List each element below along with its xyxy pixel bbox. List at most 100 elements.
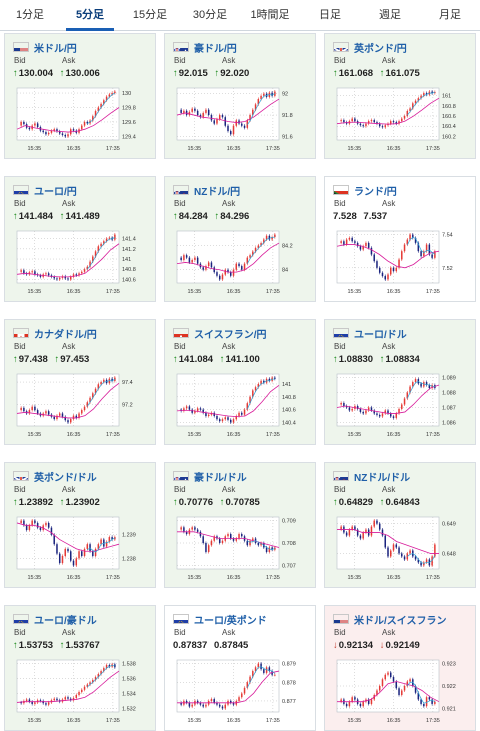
pair-name[interactable]: 英ポンド/円 — [354, 43, 407, 55]
candle — [241, 693, 243, 698]
candle — [89, 261, 91, 267]
candle — [100, 539, 102, 545]
card-header: 米ドル/円 — [13, 40, 77, 55]
rate-card[interactable]: スイスフラン/円 Bid Ask ↑141.084 ↑141.100 141 140… — [164, 319, 316, 445]
rate-card[interactable]: ユーロ/豪ドル Bid Ask ↑1.53753 ↑1.53767 1.538 1.… — [4, 605, 156, 731]
candle — [221, 540, 224, 543]
chart-frame — [336, 516, 440, 570]
candle — [75, 415, 78, 418]
candle — [348, 407, 351, 411]
candle — [384, 535, 387, 548]
candle — [406, 239, 409, 245]
tab-5[interactable]: 1時間足 — [250, 9, 290, 21]
rate-card[interactable]: 英ポンド/円 Bid Ask ↑161.068 ↑161.075 161 160.8… — [324, 33, 476, 159]
card-header: 豪ドル/ドル — [173, 469, 247, 484]
candle — [378, 123, 381, 127]
x-tick-label: 15:35 — [27, 432, 41, 438]
candle — [42, 130, 44, 133]
pair-name[interactable]: NZドル/ドル — [354, 472, 411, 484]
rate-card[interactable]: 英ポンド/ドル Bid Ask ↑1.23892 ↑1.23902 1.239 1.… — [4, 462, 156, 588]
candle — [185, 406, 188, 409]
rate-card[interactable]: ユーロ/英ポンド Bid Ask 0.87837 0.87845 0.879 0.8… — [164, 605, 316, 731]
y-tick-label: 84.2 — [282, 243, 293, 249]
candle — [97, 674, 100, 678]
candle — [403, 686, 406, 691]
candle — [362, 411, 364, 414]
rate-card[interactable]: NZドル/円 Bid Ask ↑84.284 ↑84.296 84.2 84 15:3… — [164, 176, 316, 302]
rate-card[interactable]: ランド/円 Bid Ask 7.528 7.537 7.54 7.52 15:35 16… — [324, 176, 476, 302]
candle — [210, 699, 213, 701]
candle — [409, 234, 411, 240]
candle — [92, 551, 94, 556]
rate-card[interactable]: NZドル/ドル Bid Ask ↑0.64829 ↑0.64843 0.649 0.… — [324, 462, 476, 588]
rate-card[interactable]: ユーロ/円 Bid Ask ↑141.484 ↑141.489 141.4 141.… — [4, 176, 156, 302]
up-arrow-icon: ↑ — [379, 497, 385, 508]
candle — [194, 108, 196, 111]
pair-name[interactable]: カナダドル/円 — [34, 329, 97, 341]
candle — [180, 109, 182, 113]
candle — [423, 703, 425, 707]
pair-name[interactable]: ランド/円 — [354, 186, 397, 198]
candle — [389, 550, 392, 557]
candle — [409, 679, 411, 682]
pair-name[interactable]: ユーロ/円 — [34, 186, 77, 198]
y-tick-label: 0.648 — [442, 551, 456, 557]
pair-name[interactable]: ユーロ/ドル — [354, 329, 407, 341]
pair-name[interactable]: 豪ドル/円 — [194, 43, 237, 55]
moving-average-line — [176, 384, 280, 418]
nz-flag-icon — [173, 185, 189, 195]
candle — [235, 120, 238, 126]
rate-card[interactable]: 豪ドル/円 Bid Ask ↑92.015 ↑92.020 92 91.8 91.6 1… — [164, 33, 316, 159]
ask-label: Ask — [382, 628, 396, 637]
candle — [81, 271, 83, 274]
price-chart: 97.4 97.2 15:35 16:35 17:35 — [16, 373, 133, 438]
pair-name[interactable]: 米ドル/スイスフラン — [354, 615, 447, 627]
tab-4[interactable]: 30分足 — [192, 9, 228, 21]
pair-name[interactable]: 米ドル/円 — [34, 43, 77, 55]
pair-name[interactable]: 英ポンド/ドル — [34, 472, 97, 484]
bid-ask-values: 0.87837 0.87845 — [173, 640, 248, 651]
candle — [238, 412, 240, 417]
candle — [409, 386, 411, 393]
candle — [254, 667, 257, 672]
candle — [81, 689, 83, 692]
tab-6[interactable]: 日足 — [319, 9, 341, 21]
candle — [403, 116, 406, 119]
bid-label: Bid — [14, 56, 26, 65]
pair-name[interactable]: スイスフラン/円 — [194, 329, 267, 341]
tab-7[interactable]: 週足 — [379, 9, 401, 21]
candle — [425, 382, 428, 386]
pair-name[interactable]: ユーロ/英ポンド — [194, 615, 267, 627]
pair-name[interactable]: ユーロ/豪ドル — [34, 615, 97, 627]
x-tick-label: 15:35 — [347, 146, 361, 152]
x-tick-label: 15:35 — [187, 718, 201, 724]
candle — [207, 414, 210, 417]
rate-card[interactable]: 米ドル/円 Bid Ask ↑130.004 ↑130.006 130 129.8 1… — [4, 33, 156, 159]
rate-card[interactable]: ユーロ/ドル Bid Ask ↑1.08830 ↑1.08834 1.089 1.0… — [324, 319, 476, 445]
pair-name[interactable]: NZドル/円 — [194, 186, 241, 198]
x-tick-label: 17:35 — [426, 575, 440, 581]
candle — [370, 247, 373, 255]
candle — [241, 266, 243, 270]
candle — [23, 407, 25, 412]
candle — [61, 413, 64, 417]
candle — [183, 408, 185, 411]
bid-ask-values: ↑0.70776 ↑0.70785 — [173, 497, 260, 508]
ask-value: 1.08834 — [385, 354, 420, 365]
tab-1[interactable]: 1分足 — [15, 9, 45, 21]
tab-8[interactable]: 月足 — [439, 9, 461, 21]
gb-flag-icon — [333, 42, 349, 52]
rate-card[interactable]: 豪ドル/ドル Bid Ask ↑0.70776 ↑0.70785 0.709 0.7… — [164, 462, 316, 588]
candle — [28, 699, 31, 702]
tab-3[interactable]: 15分足 — [132, 9, 168, 21]
candle — [199, 531, 202, 537]
candle — [389, 413, 392, 417]
candle — [238, 534, 240, 539]
rate-card[interactable]: 米ドル/スイスフラン Bid Ask ↓0.92134 ↓0.92149 0.92… — [324, 605, 476, 731]
tab-2[interactable]: 5分足 — [60, 0, 120, 31]
price-chart: 1.538 1.536 1.534 1.532 15:35 16:35 17:35 — [16, 659, 136, 724]
candle — [72, 274, 75, 277]
candle — [28, 127, 31, 130]
rate-card[interactable]: カナダドル/円 Bid Ask ↑97.438 ↑97.453 97.4 97.2 1… — [4, 319, 156, 445]
pair-name[interactable]: 豪ドル/ドル — [194, 472, 247, 484]
